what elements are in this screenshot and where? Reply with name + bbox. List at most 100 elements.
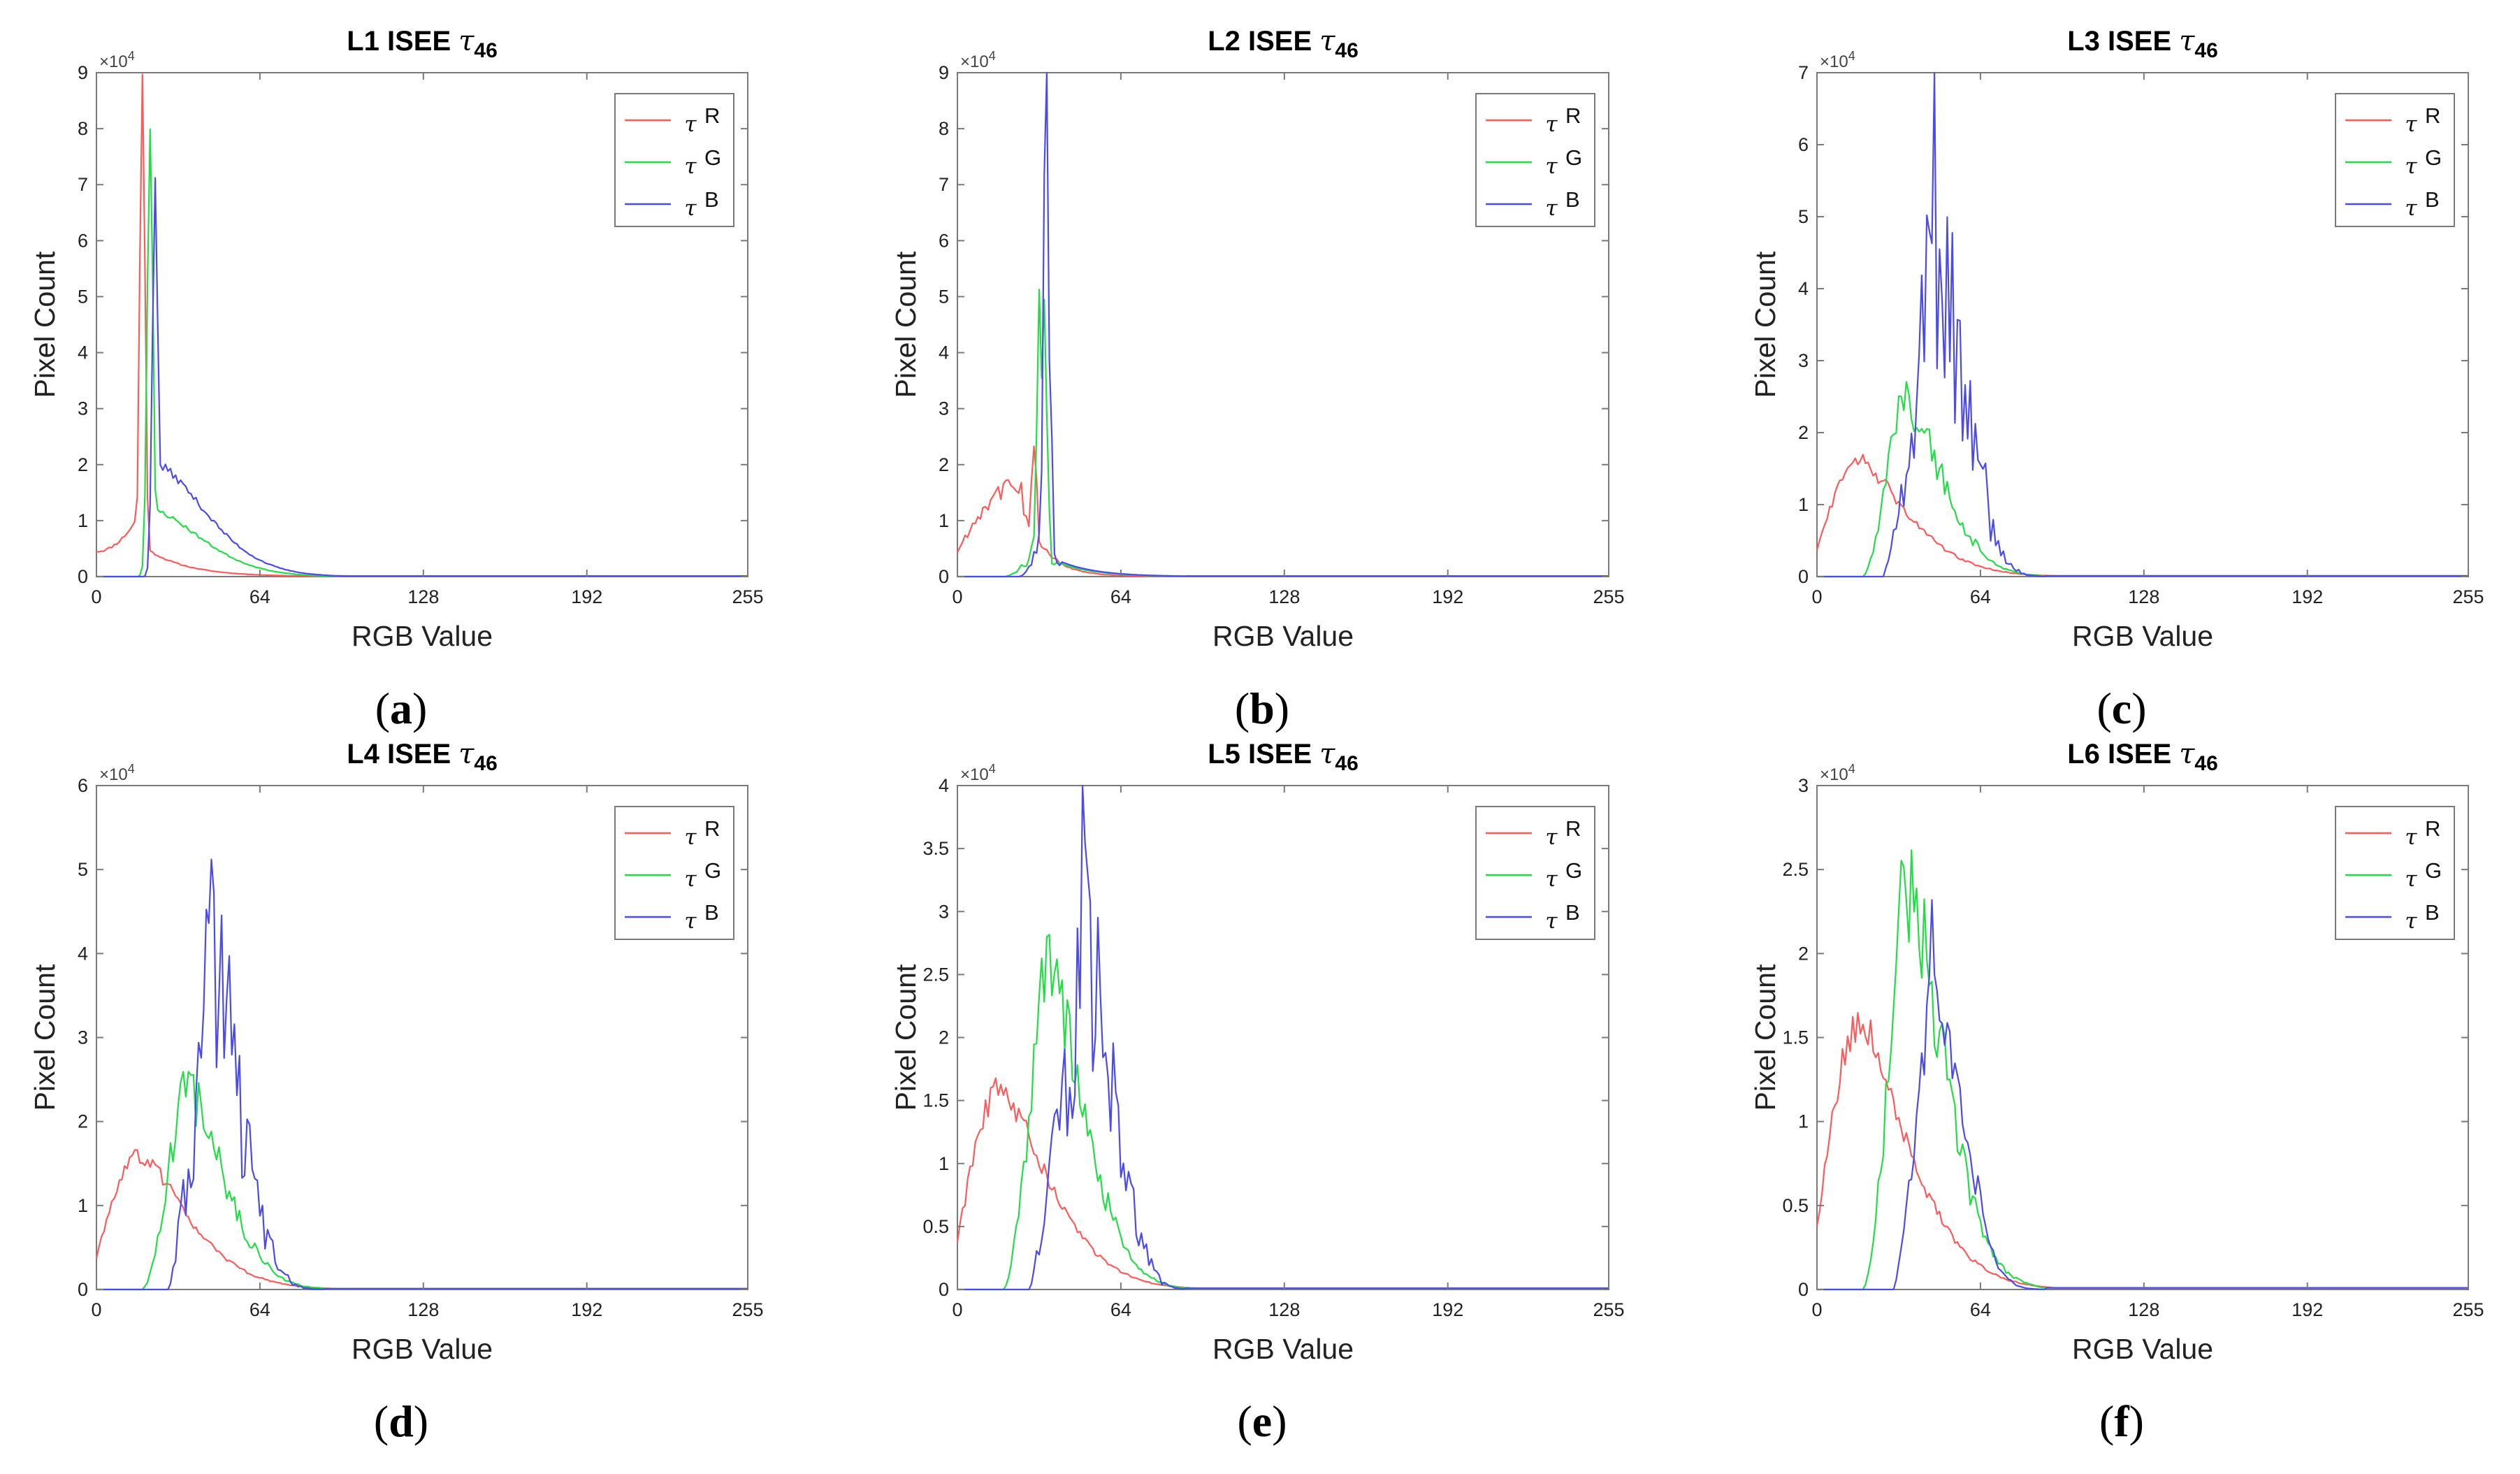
y-axis-label: Pixel Count [890, 964, 922, 1111]
x-tick-label: 128 [2128, 586, 2159, 607]
legend-tau-symbol: τ [684, 196, 697, 221]
y-tick-label: 1 [78, 1195, 88, 1216]
panel-caption: (e) [1237, 1396, 1287, 1446]
chart-title: L2 ISEE τ46 [1208, 25, 1359, 62]
legend-tau-symbol: τ [1545, 196, 1558, 221]
chart-panel-b: 0 64 128 192 255 0 1 2 3 4 5 6 7 8 9 ×104 L2 ISEE τ46 RGB… [890, 25, 1625, 733]
y-tick-label: 1 [1798, 494, 1809, 515]
y-tick-label: 5 [78, 286, 88, 307]
legend-tau-symbol: τ [2405, 154, 2417, 179]
x-tick-label: 64 [1110, 586, 1131, 607]
y-tick-label: 2.5 [1782, 859, 1809, 880]
legend-label-r: R [704, 103, 720, 128]
y-multiplier: ×104 [99, 762, 135, 784]
x-tick-label: 255 [732, 1299, 763, 1320]
x-tick-label: 0 [91, 1299, 101, 1320]
chart-panel-e: 0 64 128 192 255 0 0.5 1 1.5 2 2.5 3 3.5 4 ×104 L5 ISEE… [890, 738, 1625, 1446]
x-tick-label: 64 [249, 586, 270, 607]
y-tick-label: 1 [939, 1153, 949, 1174]
y-tick-label: 4 [939, 342, 949, 363]
y-tick-label: 8 [78, 118, 88, 139]
y-tick-label: 7 [939, 174, 949, 195]
series-line-b [96, 177, 748, 578]
x-tick-label: 192 [571, 1299, 602, 1320]
legend-tau-symbol: τ [2405, 196, 2417, 221]
chart-title: L5 ISEE τ46 [1208, 738, 1359, 775]
panel-caption: (a) [375, 684, 428, 733]
y-tick-label: 3 [78, 398, 88, 419]
legend-tau-symbol: τ [684, 909, 697, 934]
x-axis-label: RGB Value [352, 1333, 493, 1365]
y-tick-label: 3 [78, 1027, 88, 1048]
y-tick-label: 2 [939, 454, 949, 475]
y-tick-label: 1.5 [1782, 1027, 1809, 1048]
y-tick-label: 4 [78, 342, 88, 363]
y-multiplier: ×104 [960, 49, 996, 71]
x-tick-label: 128 [407, 1299, 439, 1320]
x-tick-label: 0 [1811, 586, 1822, 607]
legend-label-r: R [1565, 816, 1581, 841]
x-tick-label: 128 [1268, 586, 1300, 607]
legend-label-g: G [1565, 858, 1582, 883]
legend-tau-symbol: τ [684, 867, 697, 892]
legend-label-g: G [704, 145, 721, 170]
x-tick-label: 0 [952, 1299, 962, 1320]
legend-label-r: R [2425, 103, 2440, 128]
y-multiplier: ×104 [1820, 49, 1855, 71]
x-tick-label: 192 [2291, 586, 2323, 607]
legend-tau-symbol: τ [2405, 867, 2417, 892]
y-multiplier: ×104 [99, 49, 135, 71]
legend-tau-symbol: τ [2405, 909, 2417, 934]
y-tick-label: 1 [939, 510, 949, 531]
legend-tau-symbol: τ [2405, 112, 2417, 137]
y-tick-label: 5 [939, 286, 949, 307]
y-multiplier: ×104 [960, 762, 996, 784]
y-tick-label: 0.5 [922, 1216, 949, 1237]
x-tick-label: 128 [1268, 1299, 1300, 1320]
y-tick-label: 4 [78, 943, 88, 964]
legend-tau-symbol: τ [2405, 825, 2417, 850]
legend-label-r: R [704, 816, 720, 841]
y-tick-label: 6 [939, 230, 949, 251]
x-tick-label: 64 [1970, 1299, 1991, 1320]
chart-panel-f: 0 64 128 192 255 0 0.5 1 1.5 2 2.5 3 ×104 L6 ISEE τ46… [1749, 738, 2484, 1446]
y-tick-label: 6 [1798, 134, 1809, 155]
x-axis-label: RGB Value [352, 620, 493, 652]
x-tick-label: 255 [2452, 586, 2484, 607]
panel-caption: (d) [374, 1396, 428, 1446]
y-tick-label: 0 [78, 1279, 88, 1300]
x-tick-label: 128 [407, 586, 439, 607]
y-tick-label: 3 [1798, 350, 1809, 371]
y-tick-label: 0 [939, 566, 949, 587]
legend-label-b: B [1565, 187, 1580, 212]
chart-panel-c: 0 64 128 192 255 0 1 2 3 4 5 6 7 ×104 L3 ISEE τ46 RGB V… [1749, 25, 2484, 733]
y-tick-label: 0 [1798, 566, 1809, 587]
legend-tau-symbol: τ [1545, 825, 1558, 850]
series-line-b [957, 71, 1609, 578]
legend-tau-symbol: τ [1545, 154, 1558, 179]
y-tick-label: 1 [1798, 1111, 1809, 1132]
x-tick-label: 192 [2291, 1299, 2323, 1320]
x-tick-label: 0 [952, 586, 962, 607]
y-tick-label: 0 [78, 566, 88, 587]
y-tick-label: 1 [78, 510, 88, 531]
chart-title: L3 ISEE τ46 [2067, 25, 2218, 62]
y-axis-label: Pixel Count [890, 251, 922, 398]
x-tick-label: 64 [249, 1299, 270, 1320]
legend-label-g: G [704, 858, 721, 883]
y-tick-label: 3 [939, 398, 949, 419]
y-tick-label: 5 [78, 859, 88, 880]
legend-label-b: B [704, 900, 719, 925]
legend-label-b: B [1565, 900, 1580, 925]
series-line-b [96, 858, 748, 1291]
x-axis-label: RGB Value [2072, 1333, 2213, 1365]
x-tick-label: 64 [1110, 1299, 1131, 1320]
y-tick-label: 4 [1798, 278, 1809, 299]
y-tick-label: 0 [1798, 1279, 1809, 1300]
chart-title: L1 ISEE τ46 [347, 25, 498, 62]
series-line-b [1817, 71, 2468, 578]
legend-label-g: G [2425, 858, 2442, 883]
legend-tau-symbol: τ [1545, 112, 1558, 137]
y-tick-label: 2.5 [922, 964, 949, 985]
